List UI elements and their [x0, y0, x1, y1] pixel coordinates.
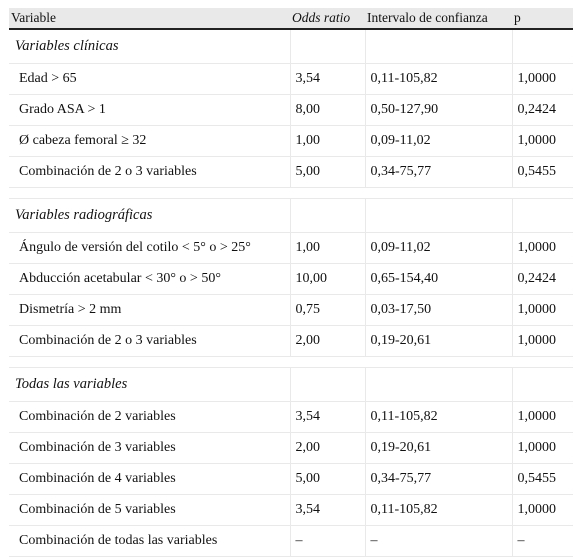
empty-cell — [290, 198, 366, 233]
cell-p: 1,0000 — [512, 325, 573, 357]
table-row: Combinación de 2 variables 3,54 0,11-105,8… — [9, 401, 573, 433]
spacer-cell — [9, 187, 573, 199]
cell-p: 1,0000 — [512, 432, 573, 464]
cell-p: 1,0000 — [512, 494, 573, 526]
cell-odds-ratio: 3,54 — [290, 401, 366, 433]
header-odds-ratio: Odds ratio — [290, 8, 365, 30]
spacer-cell — [9, 356, 573, 368]
cell-odds-ratio: 2,00 — [290, 325, 366, 357]
cell-odds-ratio: 8,00 — [290, 94, 366, 126]
cell-odds-ratio: 10,00 — [290, 263, 366, 295]
cell-variable: Combinación de 2 o 3 variables — [9, 325, 291, 357]
section-title: Variables radiográficas — [9, 198, 291, 233]
table-row: Combinación de 2 o 3 variables 2,00 0,19-2… — [9, 325, 573, 357]
table-row: Combinación de 5 variables 3,54 0,11-105,8… — [9, 494, 573, 526]
table-header: Variable Odds ratio Intervalo de confian… — [9, 8, 573, 30]
cell-odds-ratio: 5,00 — [290, 463, 366, 495]
table-row: Combinación de 2 o 3 variables 5,00 0,34-7… — [9, 156, 573, 188]
cell-confidence-interval: 0,09-11,02 — [365, 125, 513, 157]
header-row: Variable Odds ratio Intervalo de confian… — [9, 8, 573, 30]
cell-confidence-interval: 0,50-127,90 — [365, 94, 513, 126]
cell-p: 1,0000 — [512, 232, 573, 264]
empty-cell — [365, 198, 513, 233]
header-p: p — [512, 8, 573, 30]
cell-p: 0,2424 — [512, 263, 573, 295]
empty-cell — [512, 367, 573, 402]
cell-confidence-interval: – — [365, 525, 513, 557]
cell-confidence-interval: 0,11-105,82 — [365, 63, 513, 95]
table-body: Variables clínicas Edad > 65 3,54 0,11-105,… — [9, 29, 573, 557]
cell-confidence-interval: 0,65-154,40 — [365, 263, 513, 295]
section-spacer — [9, 187, 573, 199]
cell-odds-ratio: 3,54 — [290, 494, 366, 526]
cell-odds-ratio: 0,75 — [290, 294, 366, 326]
cell-confidence-interval: 0,11-105,82 — [365, 494, 513, 526]
table-container: Variable Odds ratio Intervalo de confian… — [9, 8, 573, 557]
cell-variable: Combinación de 2 o 3 variables — [9, 156, 291, 188]
cell-confidence-interval: 0,11-105,82 — [365, 401, 513, 433]
empty-cell — [512, 29, 573, 64]
cell-confidence-interval: 0,34-75,77 — [365, 463, 513, 495]
table-row: Ángulo de versión del cotilo < 5° o > 25… — [9, 232, 573, 264]
cell-odds-ratio: 5,00 — [290, 156, 366, 188]
cell-variable: Ø cabeza femoral ≥ 32 — [9, 125, 291, 157]
table-row: Abducción acetabular < 30° o > 50° 10,00 0… — [9, 263, 573, 295]
header-variable: Variable — [9, 8, 290, 30]
cell-confidence-interval: 0,09-11,02 — [365, 232, 513, 264]
cell-variable: Grado ASA > 1 — [9, 94, 291, 126]
section-title: Variables clínicas — [9, 29, 291, 64]
cell-variable: Combinación de 2 variables — [9, 401, 291, 433]
cell-variable: Abducción acetabular < 30° o > 50° — [9, 263, 291, 295]
cell-variable: Ángulo de versión del cotilo < 5° o > 25… — [9, 232, 291, 264]
empty-cell — [290, 29, 366, 64]
cell-p: 1,0000 — [512, 63, 573, 95]
cell-variable: Edad > 65 — [9, 63, 291, 95]
cell-variable: Dismetría > 2 mm — [9, 294, 291, 326]
section-header-row: Variables clínicas — [9, 29, 573, 64]
cell-variable: Combinación de todas las variables — [9, 525, 291, 557]
cell-p: 1,0000 — [512, 294, 573, 326]
cell-variable: Combinación de 3 variables — [9, 432, 291, 464]
cell-confidence-interval: 0,19-20,61 — [365, 432, 513, 464]
cell-p: 1,0000 — [512, 401, 573, 433]
section-spacer — [9, 356, 573, 368]
table-row: Grado ASA > 1 8,00 0,50-127,90 0,2424 — [9, 94, 573, 126]
cell-confidence-interval: 0,03-17,50 — [365, 294, 513, 326]
table-row: Combinación de 3 variables 2,00 0,19-20,61… — [9, 432, 573, 464]
cell-odds-ratio: 1,00 — [290, 125, 366, 157]
cell-p: 0,5455 — [512, 463, 573, 495]
cell-confidence-interval: 0,34-75,77 — [365, 156, 513, 188]
table-row: Edad > 65 3,54 0,11-105,82 1,0000 — [9, 63, 573, 95]
section-header-row: Variables radiográficas — [9, 198, 573, 233]
cell-variable: Combinación de 5 variables — [9, 494, 291, 526]
results-table: Variable Odds ratio Intervalo de confian… — [9, 8, 573, 557]
empty-cell — [290, 367, 366, 402]
empty-cell — [512, 198, 573, 233]
table-row: Combinación de 4 variables 5,00 0,34-75,77… — [9, 463, 573, 495]
empty-cell — [365, 367, 513, 402]
cell-p: 1,0000 — [512, 125, 573, 157]
cell-p: 0,2424 — [512, 94, 573, 126]
table-row: Dismetría > 2 mm 0,75 0,03-17,50 1,0000 — [9, 294, 573, 326]
table-row: Combinación de todas las variables – – – — [9, 525, 573, 557]
cell-odds-ratio: 3,54 — [290, 63, 366, 95]
cell-odds-ratio: 1,00 — [290, 232, 366, 264]
empty-cell — [365, 29, 513, 64]
section-title: Todas las variables — [9, 367, 291, 402]
cell-confidence-interval: 0,19-20,61 — [365, 325, 513, 357]
cell-variable: Combinación de 4 variables — [9, 463, 291, 495]
section-header-row: Todas las variables — [9, 367, 573, 402]
table-row: Ø cabeza femoral ≥ 32 1,00 0,09-11,02 1,000… — [9, 125, 573, 157]
header-confidence-interval: Intervalo de confianza — [365, 8, 512, 30]
cell-p: – — [512, 525, 573, 557]
cell-odds-ratio: 2,00 — [290, 432, 366, 464]
cell-odds-ratio: – — [290, 525, 366, 557]
cell-p: 0,5455 — [512, 156, 573, 188]
